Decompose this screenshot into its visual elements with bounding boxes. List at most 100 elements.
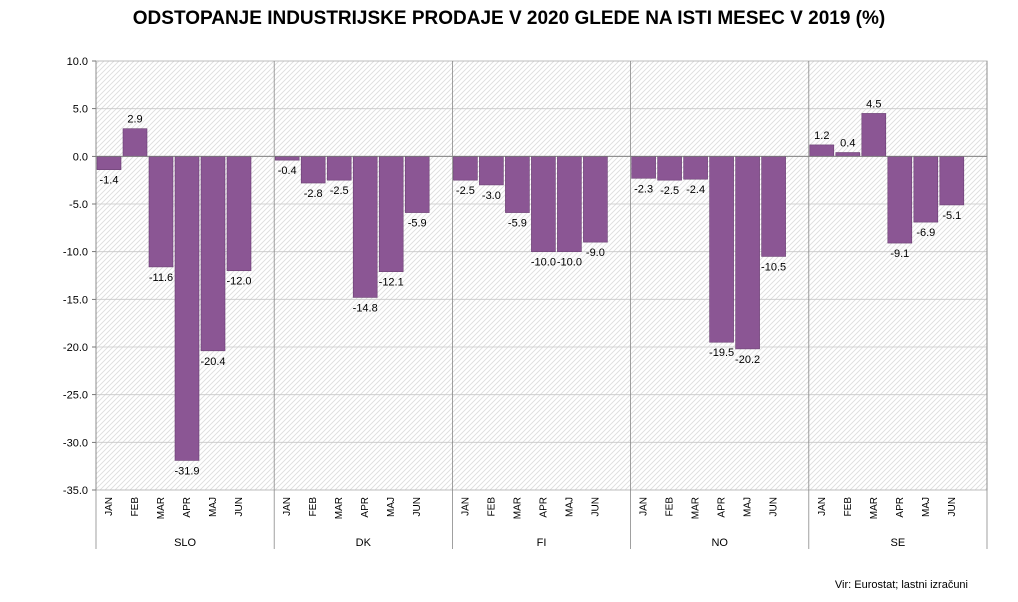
bar-fi-jun [583,156,608,243]
data-labels: -1.42.9-11.6-31.9-20.4-12.0-0.4-2.8 -2.5-… [100,98,962,477]
data-label: -6.9 [916,227,935,239]
data-label: -31.9 [174,465,199,477]
bar-se-jan [809,144,835,157]
data-label: -12.0 [226,276,251,288]
month-label: JUN [234,497,245,516]
month-label: APR [360,497,371,518]
bar-dk-apr [352,156,378,298]
bar-fi-jan [453,156,478,181]
bar-no-mar [683,156,708,180]
data-label: -12.1 [379,277,404,289]
month-label: MAJ [564,497,575,517]
bar-se-jun [939,156,965,206]
data-label: -20.2 [735,354,760,366]
bar-no-apr [709,156,734,343]
bar-se-mar [861,113,887,157]
data-label: -2.5 [330,185,349,197]
data-label: 1.2 [814,130,829,142]
month-label: JUN [590,497,601,516]
month-label: JUN [947,497,958,516]
bar-slo-jan [96,156,122,170]
month-label: MAJ [386,497,397,517]
y-tick-label: -20.0 [63,342,88,354]
data-label: -20.4 [200,356,225,368]
bar-slo-jun [226,156,252,272]
data-label: -3.0 [482,190,501,202]
month-label: FEB [843,497,854,517]
data-label: -5.9 [508,218,527,230]
bar-dk-jun [404,156,430,213]
data-label: -14.8 [353,302,378,314]
month-label: MAR [334,497,345,519]
month-label: FEB [665,497,676,517]
bar-se-apr [887,156,913,244]
data-label: -10.5 [761,261,786,273]
data-label: -2.5 [660,185,679,197]
month-label: MAJ [208,497,219,517]
data-label: -2.8 [304,188,323,200]
month-label: FEB [486,497,497,517]
y-tick-label: 10.0 [67,56,88,68]
bar-se-feb [835,152,861,157]
bar-se-maj [913,156,939,223]
group-label-dk: DK [356,537,372,549]
data-label: -2.5 [456,185,475,197]
month-label: JAN [104,497,115,516]
bar-dk-maj [378,156,404,272]
month-label: MAR [156,497,167,519]
group-label-no: NO [711,537,728,549]
data-label: -19.5 [709,347,734,359]
bar-no-jun [761,156,786,257]
data-label: 0.4 [840,138,855,150]
month-label: APR [717,497,728,518]
y-tick-label: 5.0 [73,104,88,116]
y-tick-label: -25.0 [63,390,88,402]
bar-fi-maj [557,156,582,252]
data-label: 4.5 [866,98,881,110]
group-label-slo: SLO [174,537,196,549]
bar-no-jan [631,156,656,179]
bar-no-feb [657,156,682,181]
y-tick-label: -10.0 [63,247,88,259]
bar-dk-mar [326,156,352,181]
y-tick-label: 0.0 [73,151,88,163]
y-tick-label: -15.0 [63,294,88,306]
bar-dk-jan [274,156,300,161]
data-label: -10.0 [531,257,556,269]
data-label: -9.0 [586,247,605,259]
data-label: -5.9 [408,218,427,230]
month-label: MAJ [743,497,754,517]
bar-slo-apr [174,156,200,461]
month-label: FEB [308,497,319,517]
month-label: MAJ [921,497,932,517]
data-label: -2.4 [686,184,705,196]
bar-no-maj [735,156,760,350]
source-note: Vir: Eurostat; lastni izračuni [834,579,968,591]
month-label: JAN [282,497,293,516]
bar-slo-feb [122,128,148,157]
data-label: 2.9 [127,114,142,126]
bar-slo-mar [148,156,174,268]
month-label: JUN [769,497,780,516]
month-label: JUN [412,497,423,516]
y-tick-label: -35.0 [63,485,88,497]
data-label: -2.3 [634,183,653,195]
bar-slo-maj [200,156,226,352]
bar-fi-mar [505,156,530,213]
y-tick-label: -5.0 [69,199,88,211]
bar-dk-feb [300,156,326,184]
data-label: -0.4 [278,165,297,177]
data-label: -5.1 [942,210,961,222]
month-label: APR [538,497,549,518]
month-label: MAR [691,497,702,519]
month-label: MAR [512,497,523,519]
group-label-fi: FI [537,537,547,549]
data-label: -11.6 [149,272,173,284]
month-label: APR [182,497,193,518]
chart-title: ODSTOPANJE INDUSTRIJSKE PRODAJE V 2020 G… [132,8,886,29]
data-label: -9.1 [890,248,909,260]
axes: 10.0 5.0 0.0 -5.0 -10.0 -15.0 -20.0 -25.0 -30.0 -… [63,56,988,549]
month-label: JAN [817,497,828,516]
month-label: MAR [869,497,880,519]
